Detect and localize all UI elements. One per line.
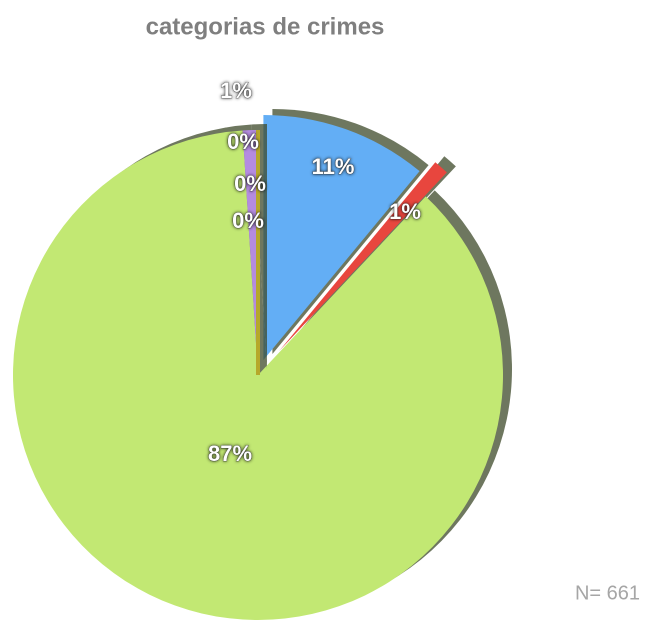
pie-slice (263, 114, 420, 360)
data-label: 11% (312, 154, 355, 179)
data-label: 87% (208, 441, 252, 466)
pie-slice (279, 162, 447, 351)
data-label: 0% (234, 171, 266, 196)
pie-slice (13, 130, 504, 620)
data-label: 1% (220, 78, 252, 103)
data-label: 1% (389, 199, 421, 224)
chart-title: categorias de crimes (146, 13, 385, 40)
pie-slice (242, 130, 258, 375)
data-label: 0% (232, 208, 264, 233)
annotation: N= 661 (575, 582, 640, 604)
data-label: 0% (227, 129, 259, 154)
